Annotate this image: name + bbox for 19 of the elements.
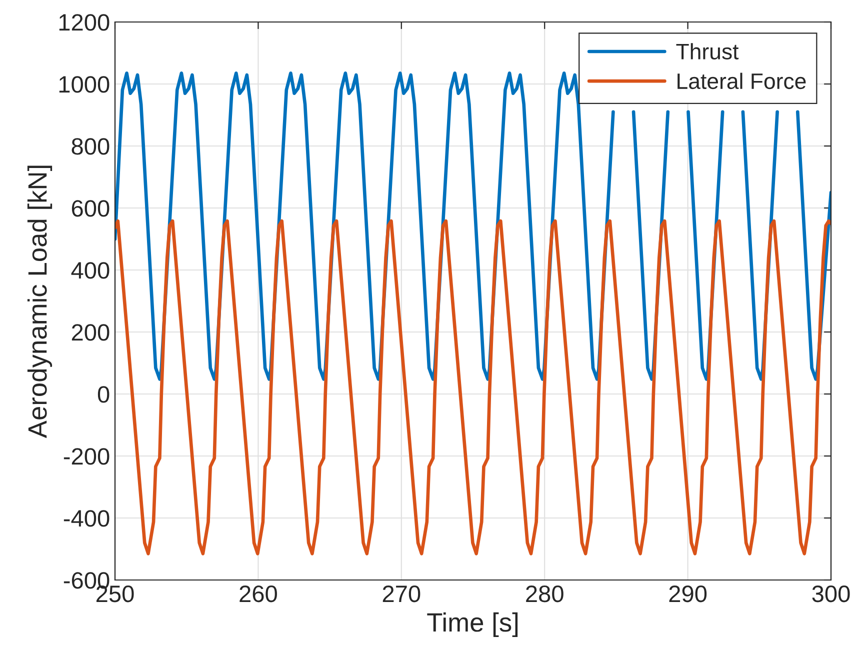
y-tick-label: 1200 — [59, 14, 110, 31]
y-tick-label: 800 — [72, 138, 110, 155]
legend-label: Thrust — [676, 43, 739, 60]
line-series — [115, 219, 831, 556]
y-axis-title: Aerodynamic Load [kN] — [27, 166, 52, 438]
x-tick-label: 290 — [669, 585, 707, 602]
y-tick-label: 200 — [72, 324, 110, 341]
x-tick-label: 260 — [240, 585, 277, 602]
legend-label: Lateral Force — [678, 72, 806, 90]
x-tick-label: 280 — [526, 585, 564, 602]
y-tick-label: -200 — [64, 448, 110, 465]
y-tick-label: 0 — [98, 386, 110, 403]
x-axis-title: Time [s] — [427, 612, 518, 638]
x-tick-label: 300 — [812, 585, 850, 602]
x-tick-label: 270 — [382, 585, 420, 602]
y-tick-label: 600 — [72, 200, 110, 217]
y-tick-label: 400 — [71, 262, 110, 279]
y-tick-label: 1000 — [59, 76, 110, 93]
y-tick-label: -400 — [64, 510, 110, 527]
